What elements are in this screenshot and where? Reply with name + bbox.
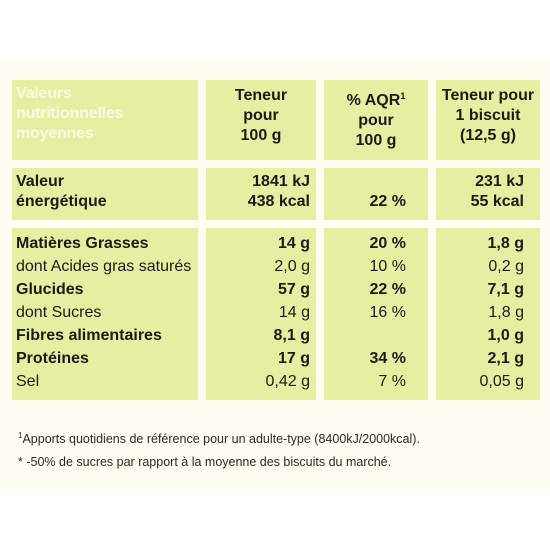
header-per100-line: Teneur [234,87,288,104]
nutrient-rows: Matières Grasses 14 g 20 % 1,8 g dont Acides… [12,234,540,396]
header-aqr-line: 100 g [355,132,397,149]
nutrient-name: Fibres alimentaires [16,327,162,344]
nutrient-name: Protéines [16,350,89,367]
footnote-2: * -50% de sucres par rapport à la moyenn… [18,454,391,470]
nutrient-perbiscuit: 1,8 g [488,304,524,321]
footnote-2-text: * -50% de sucres par rapport à la moyenn… [18,455,392,469]
nutrient-per100: 14 g [277,235,310,252]
nutrients-label-cell [12,228,198,400]
nutrient-name: Matières Grasses [16,235,149,252]
header-perbiscuit-cell: Teneur pour 1 biscuit (12,5 g) [436,80,540,160]
header-title-cell: Valeurs nutritionnelles moyennes [12,80,198,160]
nutrient-aqr: 22 % [369,281,406,298]
energy-per100-kj: 1841 kJ [252,173,310,190]
energy-perbiscuit-cell: 231 kJ 55 kcal [436,168,540,220]
nutrient-per100: 57 g [277,281,310,298]
nutrient-aqr: 10 % [369,258,406,275]
energy-aqr: 22 % [369,193,406,210]
nutrient-aqr: 20 % [369,235,406,252]
nutrient-perbiscuit: 1,0 g [487,327,524,344]
header-title-line: nutritionnelles [16,105,124,122]
energy-per100-cell: 1841 kJ 438 kcal [206,168,316,220]
nutrient-name: dont Sucres [16,304,102,321]
nutrient-name: Glucides [16,281,84,298]
energy-label-line: Valeur [16,173,65,190]
header-aqr-line: % AQR1 [324,86,428,111]
footnote-1: 1Apports quotidiens de référence pour un… [18,428,420,447]
header-perbiscuit-line: 1 biscuit [455,107,521,124]
header-aqr-line: pour [358,112,394,129]
header-per100-line: pour [243,107,279,124]
energy-aqr-cell: 22 % [324,168,428,220]
header-aqr-sup: 1 [400,91,406,101]
energy-label-line: énergétique [16,193,107,210]
nutrient-aqr: 7 % [378,373,406,390]
header-perbiscuit-line: (12,5 g) [459,127,516,144]
energy-perbiscuit-kj: 231 kJ [475,173,524,190]
footnote-1-text: Apports quotidiens de référence pour un … [22,432,420,446]
nutrient-perbiscuit: 0,2 g [488,258,524,275]
nutrient-perbiscuit: 0,05 g [479,373,524,390]
nutrient-per100: 17 g [277,350,310,367]
header-aqr-label: % AQR [346,92,401,109]
energy-perbiscuit-kcal: 55 kcal [470,193,524,210]
nutrients-per100-cell [206,228,316,400]
nutrient-aqr: 16 % [369,304,406,321]
energy-label-cell: Valeur énergétique [12,168,198,220]
header-aqr-cell: % AQR1 pour 100 g [324,80,428,160]
nutrient-perbiscuit: 1,8 g [487,235,524,252]
nutrient-per100: 2,0 g [274,258,310,275]
nutrient-per100: 14 g [278,304,310,321]
nutrient-name: dont Acides gras saturés [16,258,192,275]
header-perbiscuit-line: Teneur pour [441,87,535,104]
footnote-1-marker: 1 [18,431,23,440]
nutrient-per100: 8,1 g [273,327,310,344]
header-title-line: Valeurs [16,85,72,102]
header-per100-cell: Teneur pour 100 g [206,80,316,160]
energy-per100-kcal: 438 kcal [247,193,310,210]
header-title-line: moyennes [16,125,94,142]
nutrients-aqr-cell [324,228,428,400]
nutrients-perbiscuit-cell [436,228,540,400]
nutrient-name: Sel [16,373,40,390]
nutrient-perbiscuit: 7,1 g [487,281,524,298]
header-per100-line: 100 g [240,127,282,144]
nutrient-per100: 0,42 g [265,373,310,390]
nutrient-perbiscuit: 2,1 g [487,350,524,367]
nutrient-aqr: 34 % [369,350,406,367]
